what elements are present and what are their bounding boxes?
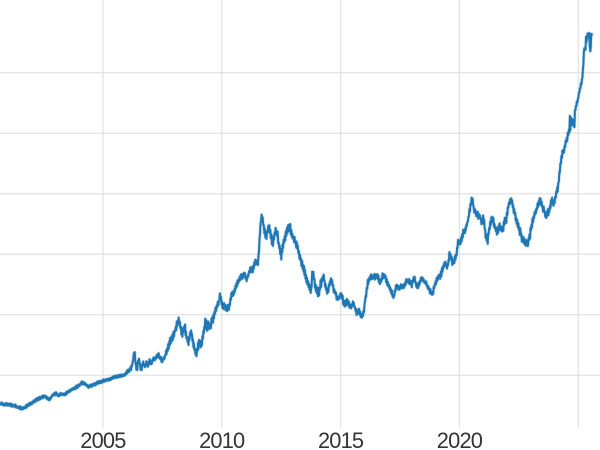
svg-text:2005: 2005 xyxy=(80,428,126,450)
svg-text:2015: 2015 xyxy=(318,428,364,450)
svg-text:2020: 2020 xyxy=(437,428,483,450)
svg-text:2010: 2010 xyxy=(199,428,245,450)
